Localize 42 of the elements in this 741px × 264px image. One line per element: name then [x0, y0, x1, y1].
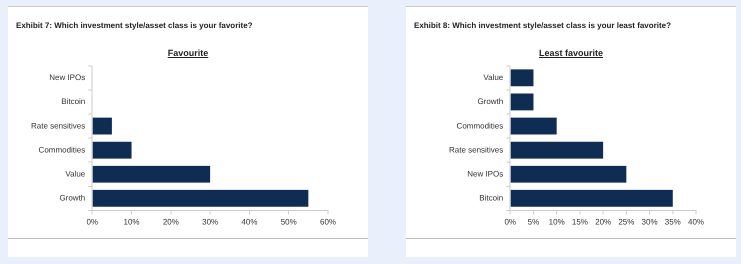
- x-tick-label: 40%: [241, 217, 258, 226]
- x-tick-label: 25%: [618, 217, 634, 226]
- x-tick-label: 5%: [528, 217, 540, 226]
- x-tick-label: 30%: [202, 217, 218, 226]
- y-tick-label: New IPOs: [49, 73, 86, 82]
- chart-title: Exhibit 8: Which investment style/asset class is your least favorite?: [414, 21, 672, 30]
- bar: [92, 166, 210, 183]
- y-tick-label: Value: [483, 73, 504, 82]
- x-tick-label: 40%: [688, 217, 704, 226]
- y-tick-label: Bitcoin: [61, 97, 86, 106]
- x-tick-label: 35%: [664, 217, 681, 226]
- chart-title: Exhibit 7: Which investment style/asset class is your favorite?: [16, 21, 254, 30]
- y-tick-label: New IPOs: [467, 169, 504, 178]
- bar: [92, 142, 132, 159]
- y-tick-label: Value: [65, 169, 86, 178]
- y-tick-label: Rate sensitives: [30, 121, 86, 130]
- x-tick-label: 0%: [504, 217, 516, 226]
- chart-subtitle: Favourite: [166, 48, 210, 58]
- bar: [510, 118, 557, 134]
- chart-subtitle: Least favourite: [538, 48, 604, 58]
- bar: [92, 190, 308, 207]
- y-tick-label: Bitcoin: [479, 194, 504, 203]
- x-tick-label: 20%: [162, 217, 179, 226]
- bar: [510, 94, 534, 110]
- x-tick-label: 0%: [86, 217, 98, 226]
- bar: [510, 166, 626, 183]
- bar: [510, 190, 673, 207]
- bar: [510, 142, 604, 159]
- bar: [510, 69, 534, 86]
- y-tick-label: Rate sensitives: [448, 145, 504, 154]
- x-tick-label: 20%: [595, 217, 612, 226]
- y-tick-label: Growth: [59, 194, 86, 203]
- x-tick-label: 10%: [548, 217, 565, 226]
- x-tick-label: 60%: [320, 217, 336, 226]
- y-tick-label: Commodities: [38, 145, 86, 154]
- x-tick-label: 15%: [572, 217, 588, 226]
- x-tick-label: 50%: [280, 217, 297, 226]
- x-tick-label: 10%: [124, 217, 140, 226]
- x-tick-label: 30%: [642, 217, 658, 226]
- y-tick-label: Commodities: [456, 121, 504, 130]
- y-tick-label: Growth: [477, 97, 504, 106]
- bar: [92, 118, 112, 134]
